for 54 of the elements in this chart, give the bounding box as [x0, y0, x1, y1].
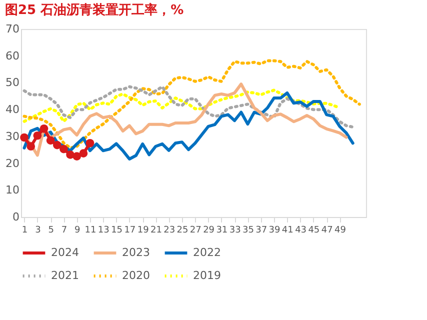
- x-tick-label: 11: [84, 226, 96, 236]
- point: [66, 150, 74, 159]
- line-series: [22, 85, 354, 129]
- x-tick-label: 17: [124, 226, 136, 236]
- x-tick-label: 33: [229, 226, 241, 236]
- legend-label: 2023: [122, 246, 150, 259]
- y-tick-label: 70: [6, 22, 20, 36]
- legend-label: 2022: [193, 246, 221, 259]
- point: [79, 149, 88, 158]
- point: [40, 124, 48, 133]
- x-tick-label: 19: [137, 226, 150, 236]
- x-tick-label: 27: [190, 226, 202, 236]
- y-tick-label: 0: [12, 210, 20, 224]
- x-tick-label: 31: [216, 226, 228, 236]
- y-tick-label: 40: [6, 103, 20, 116]
- x-tick-label: 7: [61, 226, 68, 236]
- x-tick-label: 35: [242, 226, 254, 236]
- point: [52, 140, 62, 150]
- point: [20, 133, 28, 142]
- y-tick-label: 30: [6, 130, 20, 143]
- legend-label: 2024: [51, 246, 79, 259]
- y-tick-label: 10: [6, 184, 20, 197]
- y-tick-label: 50: [6, 76, 20, 90]
- chart-title: 图25 石油沥青装置开工率，%: [5, 2, 184, 18]
- x-tick-label: 45: [308, 226, 320, 236]
- x-tick-label: 13: [98, 226, 110, 236]
- x-tick-label: 41: [282, 226, 294, 236]
- x-tick-label: 39: [268, 226, 280, 236]
- x-tick-label: 15: [111, 226, 123, 236]
- line-series: [22, 91, 354, 160]
- y-tick-label: 20: [6, 156, 20, 170]
- x-tick-label: 25: [176, 226, 188, 236]
- x-tick-label: 29: [203, 226, 215, 236]
- x-tick-label: 5: [48, 226, 54, 236]
- x-tick-label: 21: [150, 226, 162, 236]
- line-series: [22, 59, 361, 150]
- x-tick-label: 3: [35, 226, 41, 236]
- x-tick-label: 49: [334, 226, 346, 236]
- legend-label: 2021: [51, 269, 79, 282]
- point: [26, 142, 36, 151]
- x-tick-label: 43: [295, 226, 307, 236]
- point: [86, 138, 94, 148]
- point: [46, 136, 55, 145]
- x-tick-label: 1: [22, 226, 28, 236]
- x-tick-label: 9: [74, 226, 80, 236]
- legend-label: 2020: [122, 269, 150, 282]
- point: [72, 152, 82, 160]
- x-tick-label: 23: [164, 226, 176, 236]
- x-tick-label: 37: [256, 226, 268, 236]
- point: [33, 131, 42, 140]
- y-tick-label: 60: [6, 49, 20, 62]
- point: [60, 144, 68, 154]
- x-tick-label: 47: [321, 226, 333, 236]
- legend-label: 2019: [193, 269, 221, 282]
